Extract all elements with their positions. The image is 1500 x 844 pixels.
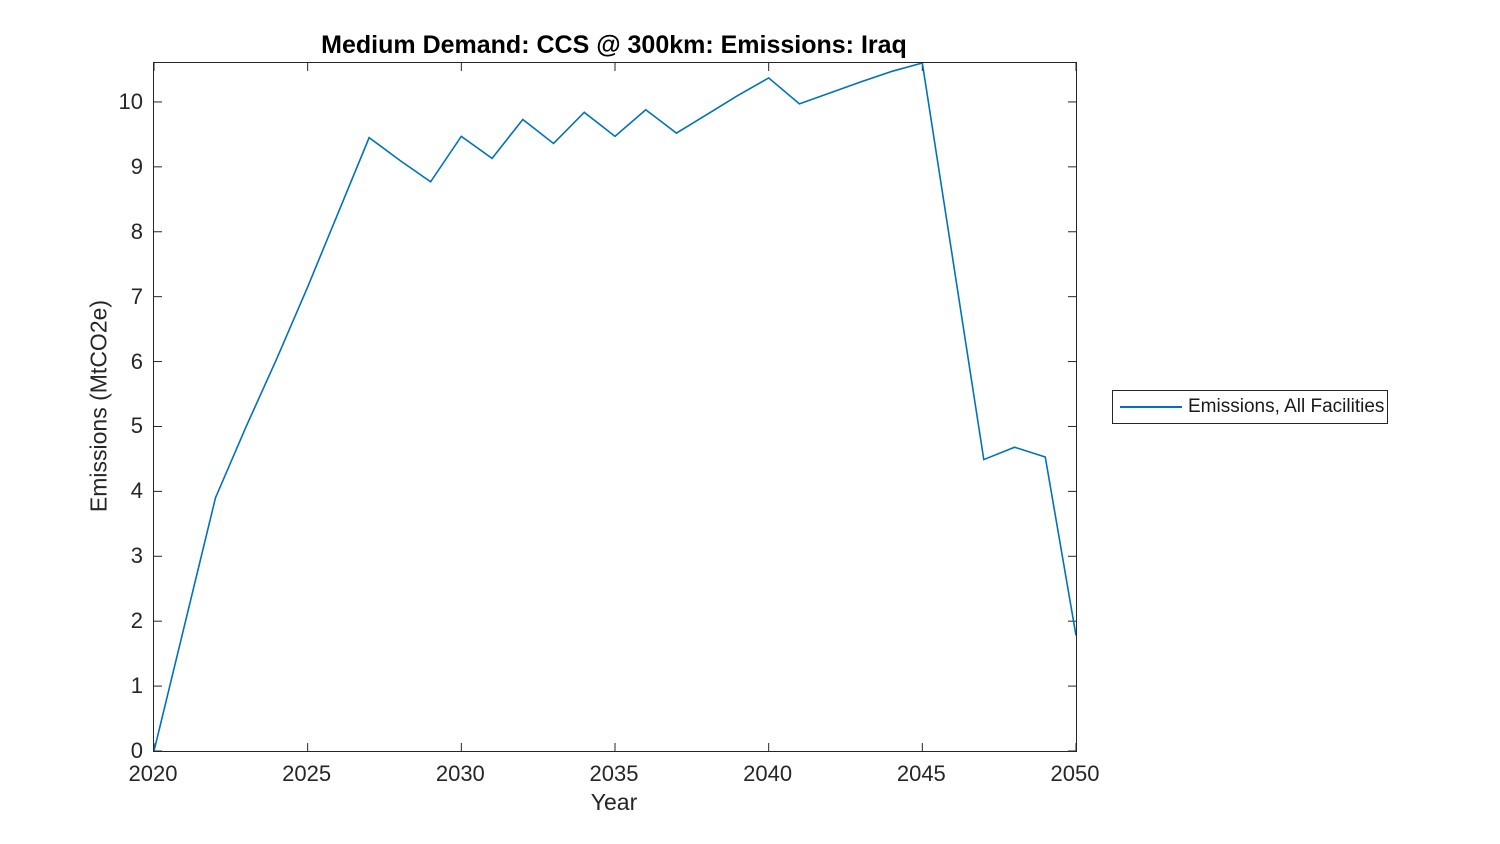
x-tick-label: 2025 [282, 761, 332, 786]
legend: Emissions, All Facilities [1112, 390, 1388, 424]
y-tick-label: 5 [130, 413, 143, 439]
chart-title: Medium Demand: CCS @ 300km: Emissions: I… [321, 31, 907, 59]
y-tick-label: 6 [130, 348, 143, 374]
y-tick-label: 4 [130, 478, 143, 504]
emissions-line-chart [154, 63, 1076, 751]
x-tick-label: 2045 [896, 761, 946, 786]
x-tick-label: 2040 [743, 761, 793, 786]
y-tick-label: 0 [130, 738, 143, 763]
y-tick-label: 10 [118, 88, 143, 114]
y-tick-label: 1 [130, 673, 143, 699]
series-line [154, 63, 1076, 751]
y-tick-label: 7 [130, 283, 143, 309]
x-tick-label: 2030 [435, 761, 485, 786]
x-tick-label: 2050 [1050, 761, 1100, 786]
legend-line-sample-icon [1120, 406, 1182, 408]
y-tick-label: 2 [130, 608, 143, 634]
y-tick-label: 3 [130, 543, 143, 569]
x-axis-label: Year [590, 789, 638, 815]
x-tick-label: 2020 [128, 761, 178, 786]
y-tick-label: 9 [130, 153, 143, 179]
legend-label: Emissions, All Facilities [1188, 396, 1385, 417]
plot-area [153, 62, 1077, 752]
x-tick-label: 2035 [589, 761, 639, 786]
y-tick-label: 8 [130, 218, 143, 244]
